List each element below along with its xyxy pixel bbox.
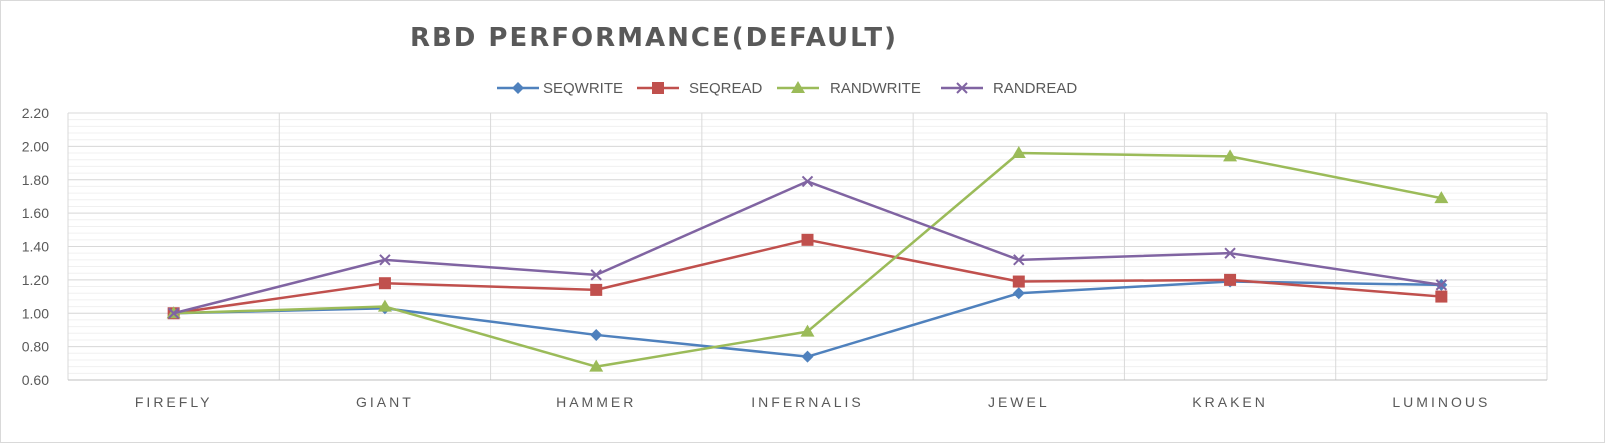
- y-tick-label: 0.80: [22, 339, 49, 355]
- y-tick-label: 1.60: [22, 205, 49, 221]
- data-point-seqread: [1012, 275, 1025, 288]
- y-tick-label: 2.20: [22, 105, 49, 121]
- marker-stroke: [167, 307, 180, 319]
- data-point-randwrite: [1434, 191, 1449, 204]
- y-tick-label: 1.20: [22, 272, 49, 288]
- legend-label: SEQWRITE: [543, 80, 623, 97]
- marker-stroke: [1435, 279, 1448, 291]
- legend-marker: [791, 81, 805, 93]
- data-point-seqread: [1224, 273, 1237, 286]
- legend-label: RANDWRITE: [830, 80, 921, 97]
- marker-stroke: [801, 175, 814, 188]
- axis-layer: 2.20 2.00 1.80 1.60 1.40 1.20 1.00 0.80 0.60 FIRE…: [22, 105, 1547, 410]
- series-randread: [167, 175, 1448, 319]
- y-tick-label: 2.00: [22, 138, 49, 154]
- legend-label: SEQREAD: [689, 80, 763, 97]
- x-tick-label: HAMMER: [556, 394, 636, 410]
- legend-marker: [652, 82, 664, 94]
- x-tick-label: FIREFLY: [135, 394, 213, 410]
- y-tick-label: 1.00: [22, 305, 49, 321]
- data-point-seqread: [378, 277, 391, 290]
- legend-marker: [512, 82, 524, 94]
- series-seqread: [167, 233, 1448, 320]
- y-tick-label: 1.40: [22, 239, 49, 255]
- y-tick-label: 0.60: [22, 372, 49, 388]
- data-point-seqread: [801, 233, 814, 246]
- legend-item-randread: RANDREAD: [941, 80, 1077, 97]
- legend-marker: [956, 82, 968, 94]
- data-point-randread: [801, 175, 814, 188]
- data-point-randread: [1224, 247, 1236, 259]
- data-point-randwrite: [1223, 149, 1238, 162]
- data-point-seqwrite: [801, 350, 814, 363]
- legend-item-randwrite: RANDWRITE: [777, 80, 921, 97]
- marker-stroke: [379, 254, 391, 266]
- data-point-randwrite: [377, 299, 392, 312]
- grid-layer: [67, 112, 1548, 381]
- data-point-seqread: [1435, 290, 1448, 303]
- data-point-randread: [590, 269, 602, 281]
- y-tick-label: 1.80: [22, 172, 49, 188]
- legend: SEQWRITE SEQREAD RANDWRITE RANDREAD: [497, 80, 1077, 97]
- data-point-randread: [1435, 279, 1448, 291]
- x-tick-label: INFERNALIS: [751, 394, 863, 410]
- legend-label: RANDREAD: [993, 80, 1077, 97]
- marker-stroke: [1224, 247, 1236, 259]
- data-point-seqwrite: [590, 328, 603, 341]
- legend-item-seqread: SEQREAD: [637, 80, 763, 97]
- data-point-randread: [167, 307, 180, 319]
- series-layer: [166, 146, 1449, 372]
- data-point-randwrite: [589, 359, 604, 372]
- series-randwrite: [166, 146, 1449, 372]
- data-point-randwrite: [800, 324, 815, 337]
- data-point-randwrite: [1011, 146, 1026, 159]
- data-point-randread: [1013, 254, 1025, 266]
- x-tick-label: KRAKEN: [1192, 394, 1268, 410]
- marker-stroke: [1013, 254, 1025, 266]
- data-point-seqwrite: [1012, 287, 1025, 300]
- marker-stroke: [956, 82, 968, 94]
- x-tick-label: JEWEL: [988, 394, 1050, 410]
- legend-item-seqwrite: SEQWRITE: [497, 80, 623, 97]
- x-tick-label: LUMINOUS: [1392, 394, 1490, 410]
- chart-title: RBD PERFORMANCE(DEFAULT): [410, 23, 898, 53]
- x-tick-label: GIANT: [356, 394, 414, 410]
- data-point-seqread: [590, 283, 603, 296]
- marker-stroke: [590, 269, 602, 281]
- data-point-randread: [379, 254, 391, 266]
